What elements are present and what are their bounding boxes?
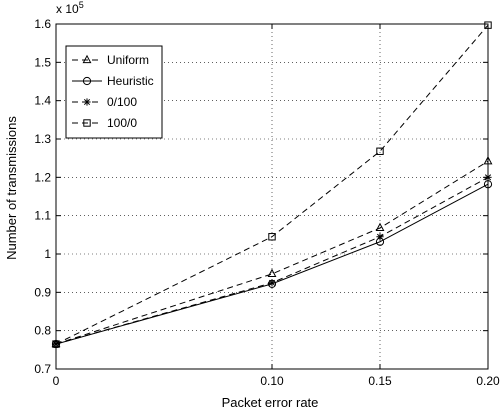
legend-marker-heuristic bbox=[82, 76, 92, 86]
y-axis-label: Number of transmissions bbox=[4, 116, 19, 260]
data-point-0-100 bbox=[376, 233, 384, 241]
series-uniform bbox=[51, 155, 493, 348]
star-stroke bbox=[268, 279, 276, 286]
legend-marker-uniform bbox=[82, 54, 92, 64]
x-tick-label: 0.10 bbox=[260, 374, 284, 388]
y-tick-label: 1.4 bbox=[34, 94, 51, 108]
plot-frame bbox=[55, 23, 489, 370]
data-point-uniform bbox=[375, 222, 385, 232]
series-line-100-0 bbox=[55, 24, 489, 345]
data-point-100-0 bbox=[268, 233, 276, 241]
data-point-uniform bbox=[267, 268, 277, 278]
axes: 0 0.10 0.15 0.20 0.7 0.8 0.9 1 1.1 1.2 1.3 1.4 1.5 1.… bbox=[34, 17, 500, 388]
series-0-100 bbox=[52, 173, 492, 348]
legend-label-uniform: Uniform bbox=[107, 53, 149, 67]
grid-lines bbox=[56, 24, 488, 369]
series-line-heuristic bbox=[55, 183, 489, 345]
legend-label-0-100: 0/100 bbox=[107, 95, 137, 109]
series-line-uniform bbox=[55, 160, 489, 345]
y-tick-label: 1.5 bbox=[34, 55, 51, 69]
data-point-0-100 bbox=[268, 279, 276, 287]
x-tick-label: 0.20 bbox=[476, 374, 500, 388]
y-tick-label: 1 bbox=[44, 247, 51, 261]
star-stroke bbox=[376, 233, 384, 240]
y-multiplier-base: x 10 bbox=[56, 2, 79, 16]
data-point-100-0 bbox=[52, 340, 60, 348]
star-stroke bbox=[83, 98, 91, 106]
y-tick-label: 1.6 bbox=[34, 17, 51, 31]
y-tick-label: 1.1 bbox=[34, 209, 51, 223]
y-tick-label: 0.9 bbox=[34, 285, 51, 299]
legend-label-100-0: 100/0 bbox=[107, 116, 137, 130]
series-line-0-100 bbox=[55, 176, 489, 345]
y-axis-multiplier: x 105 bbox=[56, 0, 84, 16]
x-axis-label: Packet error rate bbox=[222, 395, 319, 410]
series-group bbox=[51, 21, 493, 349]
y-tick-label: 0.8 bbox=[34, 324, 51, 338]
series-100-0 bbox=[52, 21, 492, 348]
data-point-100-0 bbox=[484, 21, 492, 29]
y-tick-label: 0.7 bbox=[34, 362, 51, 376]
x-tick-label: 0 bbox=[53, 374, 60, 388]
data-point-uniform bbox=[483, 155, 493, 165]
legend-marker-100-0 bbox=[83, 119, 91, 127]
y-tick-label: 1.2 bbox=[34, 170, 51, 184]
legend-marker-0-100 bbox=[83, 98, 91, 106]
data-point-100-0 bbox=[376, 147, 384, 155]
legend: Uniform Heuristic 0/100 100/0 bbox=[65, 45, 163, 139]
data-point-0-100 bbox=[484, 173, 492, 181]
y-tick-label: 1.3 bbox=[34, 132, 51, 146]
x-tick-label: 0.15 bbox=[368, 374, 392, 388]
star-stroke bbox=[484, 174, 492, 181]
legend-label-heuristic: Heuristic bbox=[107, 74, 154, 88]
y-multiplier-exponent: 5 bbox=[79, 0, 84, 10]
